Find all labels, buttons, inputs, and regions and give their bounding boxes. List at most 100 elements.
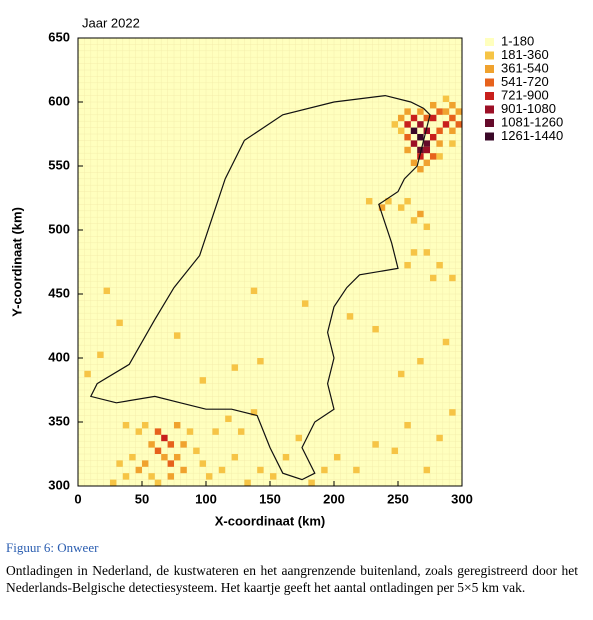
cell bbox=[436, 140, 443, 147]
cell bbox=[398, 114, 405, 122]
y-tick-label: 450 bbox=[48, 285, 70, 300]
cell bbox=[391, 121, 398, 128]
cell bbox=[442, 95, 450, 102]
cell bbox=[167, 460, 174, 467]
cell bbox=[161, 434, 168, 442]
cell bbox=[238, 428, 245, 435]
cell bbox=[417, 121, 424, 128]
cell bbox=[404, 134, 411, 141]
y-tick-label: 600 bbox=[48, 93, 70, 108]
country-outline bbox=[89, 94, 431, 481]
cell bbox=[417, 134, 424, 141]
caption: Ontladingen in Nederland, de kustwateren… bbox=[6, 563, 578, 595]
cell bbox=[442, 108, 450, 115]
legend-label: 361-540 bbox=[501, 60, 549, 75]
cell bbox=[218, 466, 226, 474]
cell bbox=[308, 479, 315, 486]
cell bbox=[84, 370, 91, 378]
cell bbox=[410, 249, 418, 256]
cell bbox=[430, 134, 437, 141]
cell bbox=[404, 146, 411, 154]
legend-swatch bbox=[485, 78, 494, 87]
x-tick-label: 200 bbox=[323, 491, 345, 506]
cell bbox=[270, 473, 277, 480]
cell bbox=[442, 338, 450, 346]
cell bbox=[231, 454, 238, 461]
cell bbox=[116, 460, 123, 467]
cell bbox=[257, 466, 264, 474]
y-tick-label: 400 bbox=[48, 349, 70, 364]
cell bbox=[436, 262, 443, 269]
cell bbox=[423, 114, 430, 122]
cell bbox=[430, 114, 437, 122]
cell bbox=[225, 415, 232, 422]
legend-swatch bbox=[485, 92, 494, 100]
cell bbox=[250, 287, 258, 294]
legend-swatch bbox=[485, 132, 494, 141]
cell bbox=[430, 274, 437, 282]
legend-swatch bbox=[485, 65, 494, 73]
cell bbox=[404, 121, 411, 128]
cell bbox=[154, 447, 162, 454]
cell bbox=[417, 210, 424, 218]
cell bbox=[154, 428, 162, 435]
cell bbox=[423, 146, 430, 154]
cell bbox=[391, 447, 398, 454]
cell bbox=[436, 153, 443, 160]
cell bbox=[346, 313, 354, 320]
cell bbox=[372, 326, 379, 333]
cell bbox=[231, 364, 238, 371]
cell bbox=[449, 114, 456, 122]
cell bbox=[449, 274, 456, 282]
cell bbox=[302, 300, 309, 307]
cell bbox=[410, 114, 418, 122]
y-tick-label: 550 bbox=[48, 157, 70, 172]
legend-swatch bbox=[485, 119, 494, 127]
x-tick-label: 150 bbox=[259, 491, 281, 506]
cell bbox=[142, 460, 149, 467]
cell bbox=[430, 102, 437, 109]
cell bbox=[430, 153, 437, 160]
cell bbox=[206, 473, 213, 480]
chart-title: Jaar 2022 bbox=[82, 15, 140, 30]
cell bbox=[436, 434, 443, 442]
cell bbox=[161, 454, 168, 461]
cell bbox=[250, 409, 258, 416]
cell bbox=[174, 422, 181, 429]
cell bbox=[404, 198, 411, 205]
cell bbox=[410, 159, 418, 166]
cell bbox=[372, 441, 379, 448]
cell bbox=[404, 108, 411, 115]
cell bbox=[436, 108, 443, 115]
cell bbox=[193, 447, 200, 454]
cell bbox=[122, 422, 130, 429]
x-tick-label: 300 bbox=[451, 491, 473, 506]
x-tick-label: 250 bbox=[387, 491, 409, 506]
cell bbox=[174, 454, 181, 461]
y-tick-label: 650 bbox=[48, 29, 70, 44]
legend-label: 1-180 bbox=[501, 33, 534, 48]
cell bbox=[334, 454, 341, 461]
cell bbox=[142, 422, 149, 429]
cell bbox=[174, 332, 181, 339]
cell bbox=[385, 198, 392, 205]
cell bbox=[398, 370, 405, 378]
y-tick-label: 500 bbox=[48, 221, 70, 236]
y-tick-label: 350 bbox=[48, 413, 70, 428]
cell bbox=[449, 140, 456, 147]
cell bbox=[116, 319, 123, 326]
x-axis-label: X-coordinaat (km) bbox=[215, 513, 326, 528]
legend-label: 901-1080 bbox=[501, 101, 556, 116]
cell bbox=[180, 441, 187, 448]
cell bbox=[366, 198, 373, 205]
cell bbox=[404, 422, 411, 429]
cell bbox=[455, 121, 462, 128]
cell bbox=[212, 428, 219, 435]
cell bbox=[135, 466, 142, 474]
cell bbox=[442, 121, 450, 128]
cell bbox=[199, 377, 206, 384]
cell bbox=[378, 204, 386, 211]
legend-label: 541-720 bbox=[501, 74, 549, 89]
legend-label: 1081-1260 bbox=[501, 114, 563, 129]
